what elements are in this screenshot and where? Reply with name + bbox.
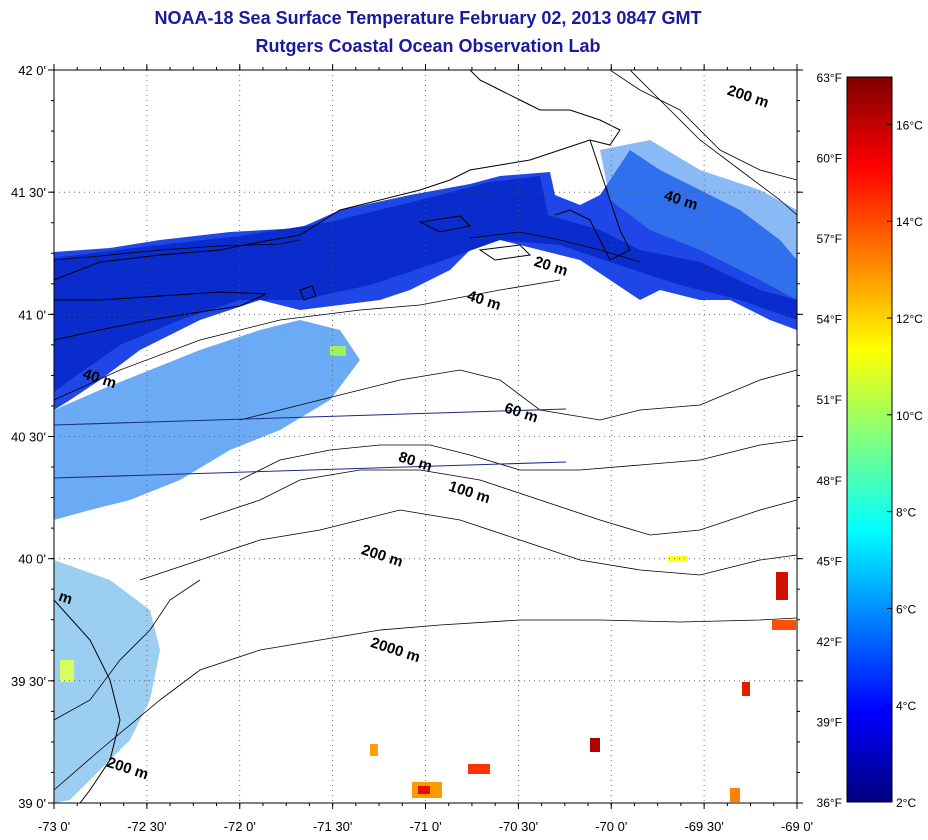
lat-lon-grid bbox=[54, 70, 797, 803]
block-island bbox=[299, 285, 317, 301]
depth-label: 2000 m bbox=[369, 634, 423, 666]
lon-label: -72 0' bbox=[224, 819, 256, 834]
contour-nearshore bbox=[54, 239, 301, 261]
depth-label: 200 m bbox=[105, 754, 151, 783]
swath-edges bbox=[53, 408, 567, 479]
fahrenheit-labels: 36°F 39°F 42°F 45°F 48°F 51°F 54°F 57°F 60°F 63°F bbox=[817, 71, 842, 810]
depth-label: 100 m bbox=[447, 478, 493, 507]
new-jersey-coast bbox=[54, 599, 121, 803]
gulf-of-maine-speckle bbox=[600, 140, 797, 300]
fahrenheit-label: 54°F bbox=[817, 313, 842, 327]
lat-label: 39 30' bbox=[11, 674, 46, 689]
celsius-label: 10°C bbox=[896, 409, 923, 423]
new-england-coast bbox=[54, 70, 621, 281]
lon-label: -71 30' bbox=[313, 819, 352, 834]
depth-label: m bbox=[56, 588, 74, 608]
lon-label: -71 0' bbox=[409, 819, 441, 834]
lat-label: 41 30' bbox=[11, 185, 46, 200]
colorbar bbox=[846, 76, 893, 803]
depth-label: 200 m bbox=[725, 82, 771, 111]
lat-label: 40 0' bbox=[18, 552, 46, 567]
lat-label: 40 30' bbox=[11, 430, 46, 445]
slope-speckle bbox=[54, 560, 160, 803]
lon-label: -69 30' bbox=[684, 819, 723, 834]
lon-label: -69 0' bbox=[781, 819, 813, 834]
latitude-labels: 42 0' 41 30' 41 0' 40 30' 40 0' 39 30' 39 0' bbox=[11, 63, 46, 811]
fahrenheit-label: 57°F bbox=[817, 232, 842, 246]
depth-label: 20 m bbox=[532, 253, 570, 280]
contour-100m bbox=[199, 469, 797, 536]
celsius-label: 6°C bbox=[896, 602, 916, 616]
longitude-labels: -73 0' -72 30' -72 0' -71 30' -71 0' -70 30' -… bbox=[38, 819, 813, 834]
fahrenheit-label: 36°F bbox=[817, 796, 842, 810]
lat-label: 39 0' bbox=[18, 796, 46, 811]
cape-cod bbox=[554, 139, 631, 261]
contour-80m bbox=[239, 439, 797, 481]
lon-label: -73 0' bbox=[38, 819, 70, 834]
fahrenheit-label: 63°F bbox=[817, 71, 842, 85]
long-island bbox=[54, 291, 267, 341]
fahrenheit-label: 60°F bbox=[817, 152, 842, 166]
depth-label: 80 m bbox=[396, 449, 434, 476]
celsius-label: 4°C bbox=[896, 699, 916, 713]
warm-patches bbox=[60, 346, 796, 802]
contour-200m bbox=[139, 509, 797, 581]
depth-label: 200 m bbox=[359, 541, 405, 570]
fahrenheit-label: 42°F bbox=[817, 635, 842, 649]
fahrenheit-label: 48°F bbox=[817, 474, 842, 488]
celsius-label: 8°C bbox=[896, 506, 916, 520]
lon-label: -70 0' bbox=[595, 819, 627, 834]
celsius-label: 14°C bbox=[896, 215, 923, 229]
coastline bbox=[54, 70, 631, 803]
map-subtitle: Rutgers Coastal Ocean Observation Lab bbox=[255, 36, 601, 56]
lat-label: 42 0' bbox=[18, 63, 46, 78]
nearshore-band bbox=[54, 176, 797, 392]
contour-gulf-maine bbox=[609, 70, 797, 181]
celsius-label: 12°C bbox=[896, 312, 923, 326]
depth-label: 60 m bbox=[502, 400, 540, 427]
contour-40m bbox=[54, 279, 561, 401]
contour-200m-south bbox=[54, 579, 201, 721]
nantucket bbox=[478, 244, 532, 261]
celsius-labels: 2°C 4°C 6°C 8°C 10°C 12°C 14°C 16°C bbox=[887, 118, 923, 810]
lat-label: 41 0' bbox=[18, 307, 46, 322]
celsius-label: 16°C bbox=[896, 118, 923, 132]
swath-edge-2 bbox=[53, 461, 567, 479]
depth-label: 40 m bbox=[465, 287, 503, 314]
fahrenheit-label: 51°F bbox=[817, 393, 842, 407]
contour-20m bbox=[469, 231, 641, 263]
axis-ticks bbox=[48, 64, 803, 809]
contour-gulf-maine-2 bbox=[629, 70, 797, 216]
swath-edge-1 bbox=[53, 408, 567, 426]
fahrenheit-label: 39°F bbox=[817, 715, 842, 729]
celsius-label: 2°C bbox=[896, 796, 916, 810]
lon-label: -72 30' bbox=[127, 819, 166, 834]
fahrenheit-label: 45°F bbox=[817, 554, 842, 568]
contour-2000m bbox=[54, 617, 797, 791]
marthas-vineyard bbox=[418, 215, 472, 233]
map-title: NOAA-18 Sea Surface Temperature February… bbox=[154, 8, 702, 28]
lon-label: -70 30' bbox=[499, 819, 538, 834]
